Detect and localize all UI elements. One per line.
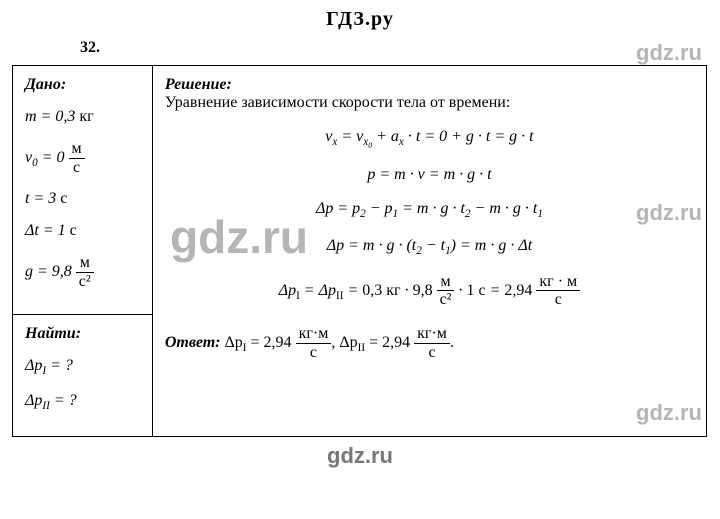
- equation-4: Δp = m · g · (t2 − t1) = m · g · Δt: [165, 237, 694, 257]
- answer-line: Ответ: ΔpI = 2,94 кг·мс, ΔpII = 2,94 кг·…: [165, 325, 694, 361]
- problem-number: 32.: [80, 39, 720, 57]
- given-label: Дано:: [25, 76, 140, 94]
- equation-5: ΔpI = ΔpII = 0,3 кг · 9,8 мс² · 1 с = 2,…: [165, 273, 694, 309]
- given-g: g = 9,8 мс²: [25, 254, 140, 290]
- find-label: Найти:: [25, 325, 140, 343]
- equation-2: p = m · v = m · g · t: [165, 166, 694, 184]
- site-header: ГДЗ.ру: [0, 0, 720, 39]
- solution-label: Решение:: [165, 76, 694, 94]
- given-m: m = 0,3 кг: [25, 108, 140, 126]
- find-p2: ΔpII = ?: [25, 392, 140, 412]
- solution-cell: Решение: Уравнение зависимости скорости …: [152, 66, 706, 437]
- given-t: t = 3 с: [25, 190, 140, 208]
- given-v0: v0 = 0 мс: [25, 140, 140, 176]
- find-p1: ΔpI = ?: [25, 357, 140, 377]
- given-dt: Δt = 1 с: [25, 222, 140, 240]
- equation-3: Δp = p2 − p1 = m · g · t2 − m · g · t1: [165, 200, 694, 220]
- find-cell: Найти: ΔpI = ? ΔpII = ?: [13, 315, 153, 436]
- footer-watermark: gdz.ru: [0, 437, 720, 469]
- solution-table: Дано: m = 0,3 кг v0 = 0 мс t = 3 с Δt = …: [12, 65, 707, 437]
- solution-intro: Уравнение зависимости скорости тела от в…: [165, 94, 694, 112]
- given-cell: Дано: m = 0,3 кг v0 = 0 мс t = 3 с Δt = …: [13, 66, 153, 315]
- equation-1: vx = vx0 + ax · t = 0 + g · t = g · t: [165, 128, 694, 150]
